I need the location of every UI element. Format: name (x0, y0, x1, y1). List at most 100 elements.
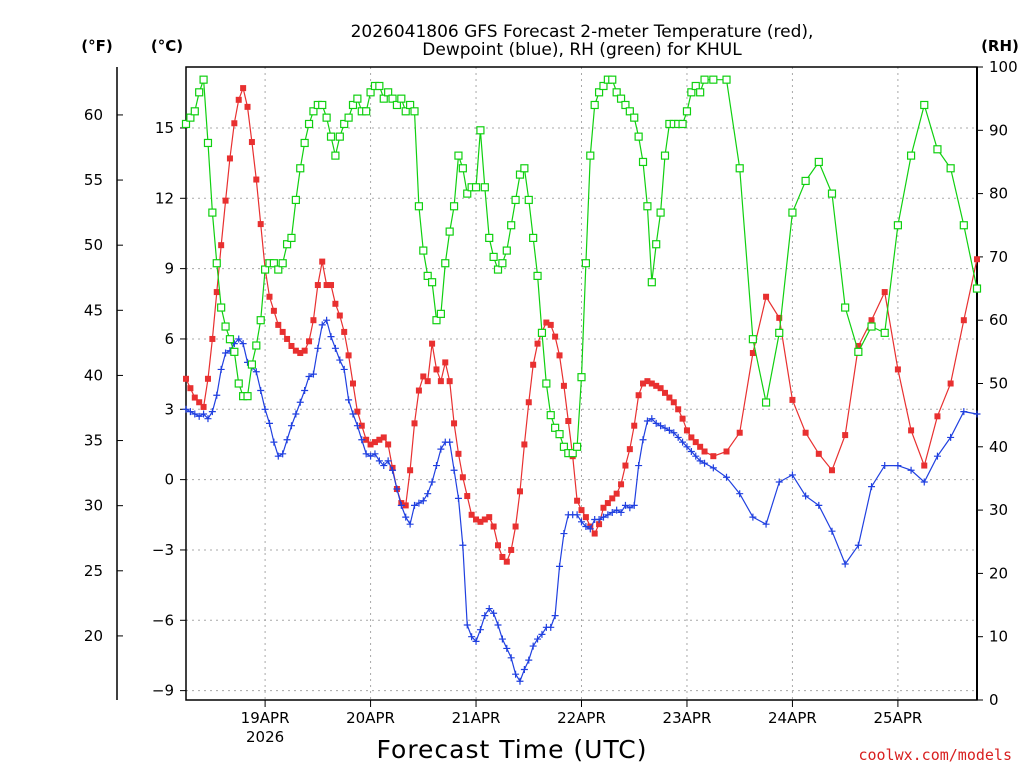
temperature-point (248, 139, 255, 146)
temperature-point (547, 321, 554, 328)
temperature-point (947, 380, 954, 387)
dewpoint-point (419, 497, 427, 505)
dewpoint-point (389, 466, 397, 474)
temperature-point (183, 375, 189, 382)
temperature-point (723, 448, 730, 455)
rh-point (625, 107, 634, 116)
dewpoint-point (402, 513, 410, 521)
rh-point (647, 278, 656, 287)
dewpoint-point (762, 520, 770, 528)
rh-point (414, 202, 424, 211)
rh-point (458, 164, 467, 173)
temperature-point (376, 436, 383, 443)
dewpoint-point (608, 508, 616, 516)
chart-title-line-1: 2026041806 GFS Forecast 2-meter Temperat… (351, 22, 814, 42)
dewpoint-point (345, 396, 353, 404)
rh-point (195, 88, 204, 97)
rh-point (186, 113, 195, 122)
temperature-point (596, 521, 603, 528)
x-axis-title: Forecast Time (UTC) (377, 735, 648, 764)
rh-point (972, 284, 982, 293)
temperature-point (574, 497, 581, 504)
rh-point (867, 322, 876, 331)
dewpoint-point (560, 530, 568, 538)
rh-point (946, 164, 955, 173)
rh-point (282, 240, 292, 249)
dewpoint-point (868, 483, 876, 491)
rh-point (493, 265, 503, 274)
dewpoint-point (679, 438, 687, 446)
temperature-point (270, 307, 277, 314)
chart-title-line-2: Dewpoint (blue), RH (green) for KHUL (422, 40, 742, 60)
dewpoint-point (208, 408, 216, 416)
dewpoint-point (507, 654, 515, 662)
dewpoint-point (292, 410, 300, 418)
temperature-point (275, 321, 282, 328)
dewpoint-point (736, 490, 744, 498)
temperature-point (868, 317, 875, 324)
dewpoint-point (367, 452, 375, 460)
temperature-point (354, 408, 361, 415)
temperature-point (503, 558, 510, 565)
rh-point (660, 151, 670, 160)
rh-point (331, 151, 340, 160)
dewpoint-point (485, 605, 493, 613)
temperature-point (323, 282, 330, 289)
temperature-point (297, 350, 304, 357)
rh-point (423, 271, 432, 280)
rh-point (748, 335, 757, 344)
dewpoint-point (450, 466, 458, 474)
rh-point (471, 183, 481, 192)
rh-point (573, 442, 582, 451)
temperature-point (442, 359, 449, 366)
celsius-tick-label: 12 (155, 189, 174, 207)
dewpoint-point (494, 621, 502, 629)
rh-point (854, 347, 863, 356)
temperature-point (446, 378, 453, 385)
dewpoint-point (239, 340, 247, 348)
dewpoint-point (213, 391, 221, 399)
rh-point (304, 119, 314, 129)
temperature-point (934, 413, 941, 420)
temperature-point (661, 389, 668, 396)
temperature-point (328, 282, 335, 289)
celsius-tick-label: −3 (152, 541, 174, 559)
dewpoint-point (331, 344, 339, 352)
dewpoint-point (371, 450, 379, 458)
rh-point (454, 151, 463, 160)
rh-point (278, 259, 287, 268)
temperature-point (560, 382, 567, 389)
temperature-point (600, 504, 607, 511)
temperature-point (648, 380, 655, 387)
temperature-point (363, 436, 370, 443)
temperature-point (407, 467, 414, 474)
temperature-point (701, 448, 708, 455)
dewpoint-point (279, 450, 287, 458)
temperature-line (185, 86, 978, 563)
rh-point (318, 100, 327, 110)
rh-point (190, 107, 199, 116)
dewpoint-point (749, 513, 757, 521)
fahrenheit-tick-label: 60 (84, 106, 103, 124)
rh-point (225, 335, 235, 344)
temperature-point (473, 516, 480, 523)
dewpoint-point (454, 494, 462, 502)
temperature-point (336, 312, 343, 319)
celsius-tick-label: 9 (164, 260, 174, 278)
rh-point (489, 252, 498, 261)
temperature-point (349, 380, 356, 387)
rh-point (322, 113, 331, 122)
dewpoint-point (182, 405, 190, 413)
celsius-tick-label: 0 (164, 471, 174, 489)
temperature-point (451, 420, 458, 427)
rh-point (406, 100, 415, 110)
dewpoint-line (185, 319, 978, 683)
rh-point (269, 259, 278, 268)
temperature-point (371, 439, 378, 446)
celsius-unit-label: (°C) (151, 37, 183, 55)
dewpoint-point (630, 501, 638, 509)
rh-tick-label: 70 (989, 248, 1008, 266)
dewpoint-point (424, 490, 432, 498)
rh-tick-label: 20 (989, 564, 1008, 582)
rh-point (529, 233, 538, 243)
